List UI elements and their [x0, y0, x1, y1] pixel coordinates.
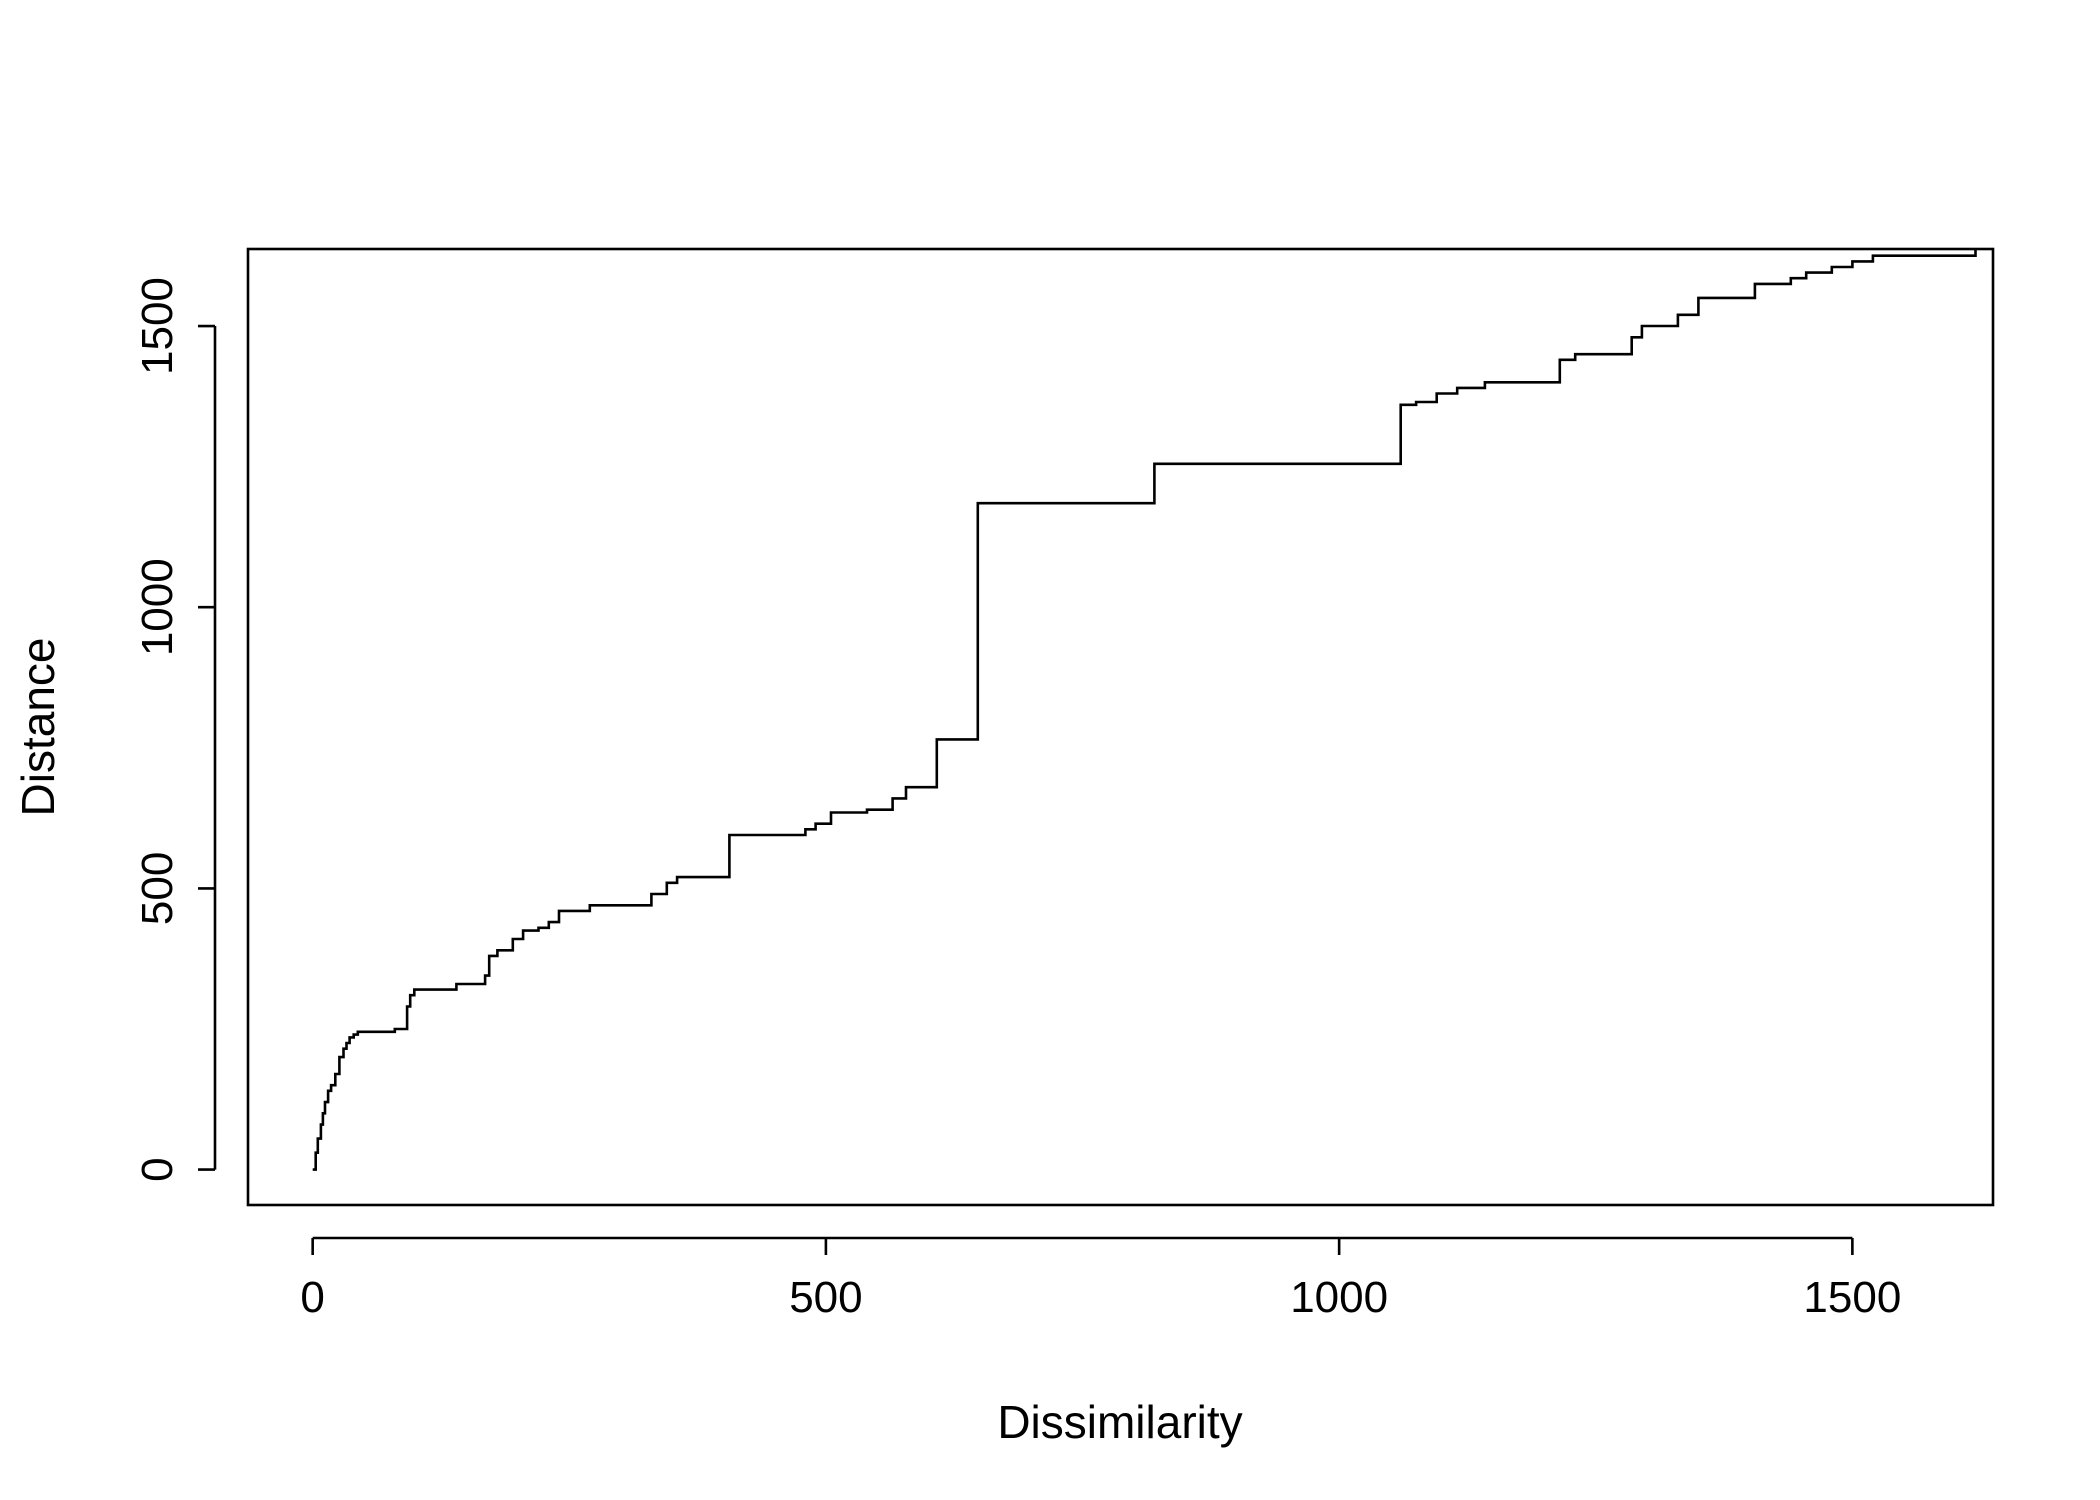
x-tick-label: 0 [300, 1273, 324, 1322]
y-axis: 0 500 1000 1500 [133, 277, 217, 1182]
x-axis: 0 500 1000 1500 [300, 1236, 1901, 1322]
y-tick-label: 1500 [133, 277, 182, 375]
x-tick-label: 500 [789, 1273, 862, 1322]
plot-frame [246, 247, 1995, 1207]
y-tick-label: 1000 [133, 558, 182, 656]
series-line [312, 249, 1977, 1171]
x-tick-label: 1000 [1290, 1273, 1388, 1322]
y-tick-label: 500 [133, 852, 182, 925]
x-axis-title: Dissimilarity [997, 1396, 1242, 1448]
y-axis-title: Distance [12, 638, 64, 817]
y-tick-label: 0 [133, 1157, 182, 1181]
x-tick-label: 1500 [1803, 1273, 1901, 1322]
